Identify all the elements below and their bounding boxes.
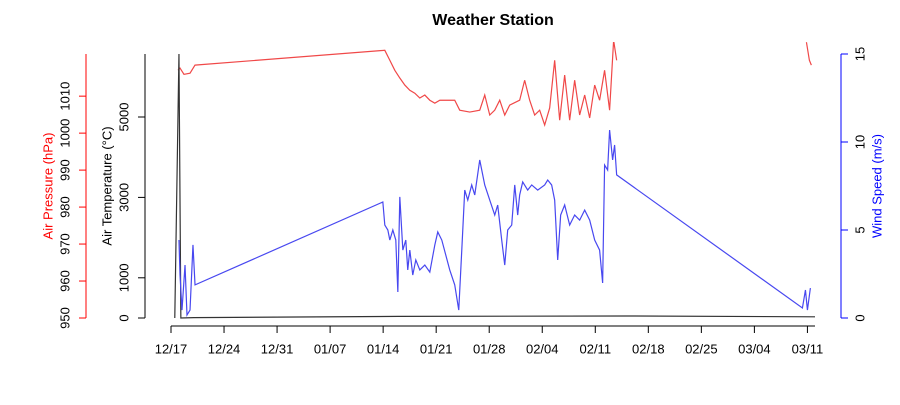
- data-line: [174, 53, 816, 319]
- y-tick-label: 980: [57, 196, 72, 218]
- data-line: [178, 129, 811, 318]
- x-tick-label: 12/31: [261, 341, 294, 356]
- plot-area: [174, 42, 816, 319]
- y-tick-label: 990: [57, 159, 72, 181]
- x-tick-label: 01/28: [473, 341, 506, 356]
- x-tick-label: 02/25: [685, 341, 718, 356]
- chart-title: Weather Station: [432, 12, 554, 29]
- y-axis-title: Air Pressure (hPa): [40, 133, 55, 240]
- x-tick-label: 03/04: [738, 341, 771, 356]
- y-tick-label: 1010: [57, 82, 72, 111]
- x-tick-label: 01/14: [367, 341, 400, 356]
- y-tick-label: 960: [57, 270, 72, 292]
- y-tick-label: 0: [852, 314, 867, 321]
- y-tick-label: 15: [852, 47, 867, 61]
- y-tick-label: 5000: [116, 103, 131, 132]
- y-tick-label: 3000: [116, 183, 131, 212]
- x-tick-label: 12/17: [155, 341, 188, 356]
- y-tick-label: 970: [57, 233, 72, 255]
- x-tick-label: 03/11: [792, 341, 824, 356]
- data-line: [177, 42, 618, 127]
- y-axis-title: Wind Speed (m/s): [869, 134, 884, 238]
- x-tick-label: 01/07: [314, 341, 347, 356]
- x-tick-label: 02/04: [526, 341, 559, 356]
- y-tick-label: 0: [116, 314, 131, 321]
- x-tick-label: 02/11: [579, 341, 611, 356]
- x-tick-label: 12/24: [208, 341, 241, 356]
- y-tick-label: 10: [852, 135, 867, 149]
- y-tick-label: 1000: [116, 263, 131, 292]
- y-tick-label: 5: [852, 226, 867, 233]
- y-tick-label: 1000: [57, 119, 72, 148]
- x-tick-label: 02/18: [632, 341, 665, 356]
- y-tick-label: 950: [57, 307, 72, 329]
- x-tick-label: 01/21: [420, 341, 453, 356]
- data-line: [805, 42, 812, 66]
- y-axis-title: Air Temperature (°C): [99, 126, 114, 245]
